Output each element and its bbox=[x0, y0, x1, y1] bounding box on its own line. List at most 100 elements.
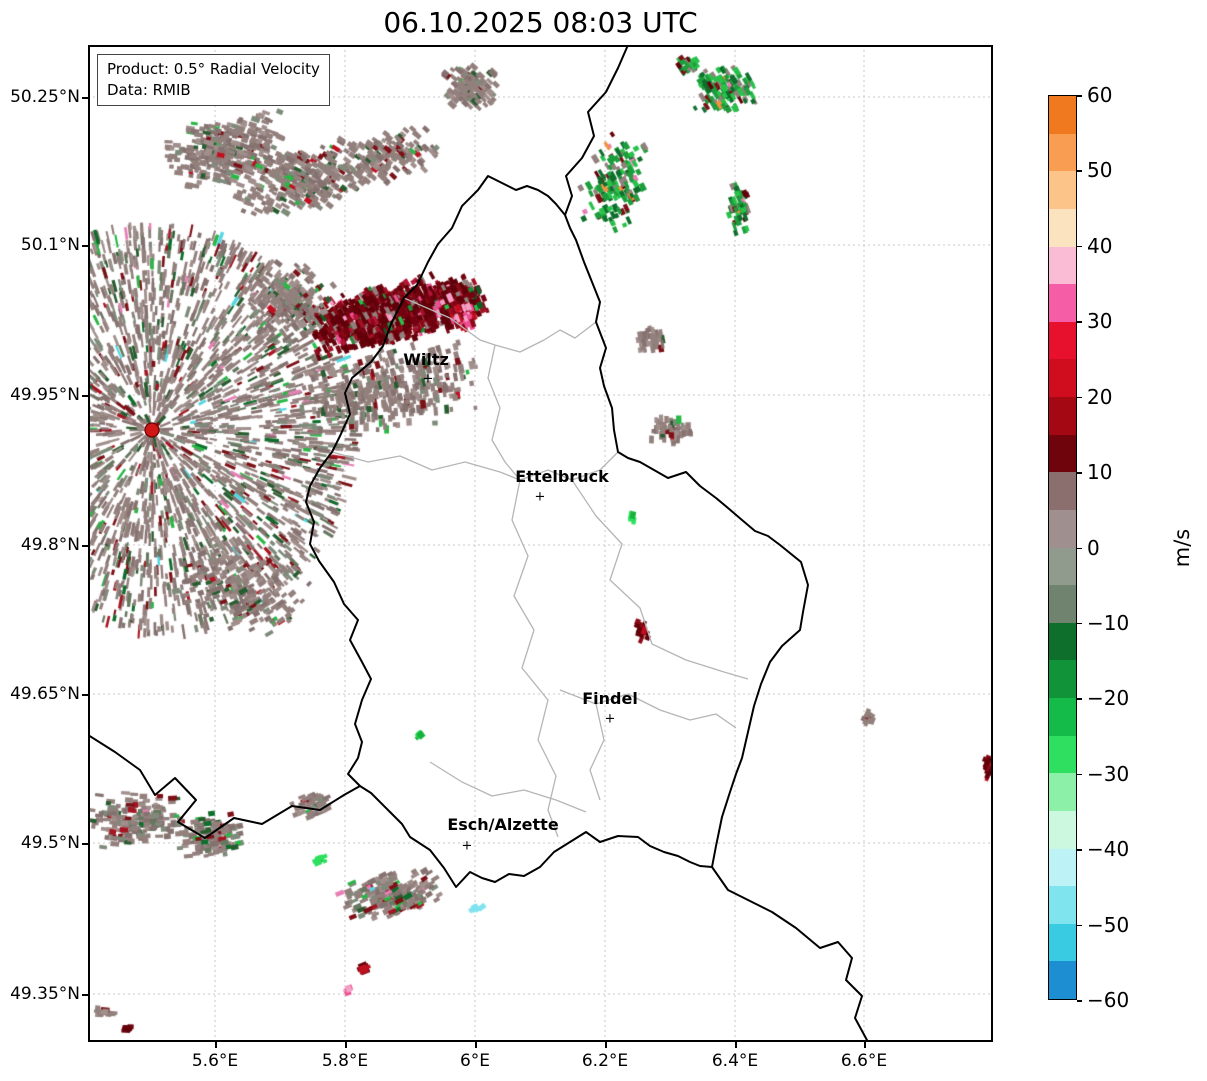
district-border bbox=[331, 451, 619, 481]
plot-frame bbox=[88, 45, 993, 1042]
colorbar-tick-label: 10 bbox=[1087, 460, 1113, 485]
colorbar-tick-mark bbox=[1077, 95, 1082, 97]
colorbar-segment bbox=[1049, 434, 1076, 473]
y-tick-mark bbox=[82, 97, 88, 99]
colorbar-segment bbox=[1049, 886, 1076, 924]
data-source-line: Data: RMIB bbox=[107, 81, 191, 99]
colorbar-segment bbox=[1049, 397, 1076, 435]
borders-layer bbox=[88, 45, 993, 1042]
colorbar-tick-label: 0 bbox=[1087, 535, 1100, 560]
y-tick-label: 49.35°N bbox=[10, 984, 80, 1004]
colorbar-segment bbox=[1049, 810, 1076, 849]
x-tick-mark bbox=[864, 1042, 866, 1048]
belgium-germany-border bbox=[564, 45, 629, 216]
district-border bbox=[589, 703, 605, 801]
x-tick-label: 6.2°E bbox=[581, 1051, 629, 1071]
colorbar-units-label: m/s bbox=[1170, 528, 1194, 568]
y-tick-mark bbox=[82, 245, 88, 247]
x-tick-label: 6°E bbox=[459, 1051, 491, 1071]
x-tick-mark bbox=[215, 1042, 217, 1048]
y-tick-label: 50.25°N bbox=[10, 87, 80, 107]
colorbar-tick-mark bbox=[1077, 245, 1082, 248]
colorbar-tick-label: −40 bbox=[1087, 837, 1130, 862]
y-tick-label: 49.95°N bbox=[10, 385, 80, 405]
colorbar-tick-label: −60 bbox=[1087, 988, 1130, 1012]
colorbar-segment bbox=[1049, 923, 1076, 962]
colorbar-segment bbox=[1049, 133, 1076, 172]
colorbar-tick-mark bbox=[1077, 321, 1082, 323]
map-plot-area: Product: 0.5° Radial Velocity Data: RMIB… bbox=[88, 45, 993, 1042]
colorbar-segment bbox=[1049, 698, 1076, 736]
product-line: Product: 0.5° Radial Velocity bbox=[107, 60, 320, 78]
x-tick-label: 5.8°E bbox=[321, 1051, 369, 1071]
y-tick-label: 50.1°N bbox=[20, 235, 80, 255]
colorbar-segment bbox=[1049, 171, 1076, 209]
city-marker: + bbox=[534, 489, 546, 505]
x-tick-mark bbox=[735, 1042, 737, 1048]
x-tick-mark bbox=[345, 1042, 347, 1048]
y-tick-mark bbox=[82, 395, 88, 397]
colorbar-tick-mark bbox=[1077, 773, 1082, 776]
colorbar-segment bbox=[1049, 622, 1076, 661]
x-tick-mark bbox=[605, 1042, 607, 1048]
colorbar-segment bbox=[1049, 321, 1076, 360]
product-info-box: Product: 0.5° Radial Velocity Data: RMIB bbox=[97, 54, 330, 106]
city-marker: + bbox=[422, 371, 434, 387]
colorbar-segment bbox=[1049, 660, 1076, 698]
city-label: Esch/Alzette bbox=[447, 815, 559, 834]
district-border bbox=[511, 479, 559, 838]
colorbar-tick-label: 20 bbox=[1087, 384, 1113, 409]
y-tick-label: 49.8°N bbox=[20, 535, 80, 555]
colorbar-tick-label: −30 bbox=[1087, 761, 1130, 786]
y-tick-label: 49.65°N bbox=[10, 684, 80, 704]
colorbar-segment bbox=[1049, 773, 1076, 811]
x-tick-label: 5.6°E bbox=[191, 1051, 239, 1071]
city-marker: + bbox=[604, 711, 616, 727]
x-tick-label: 6.6°E bbox=[840, 1051, 888, 1071]
colorbar-tick-label: 50 bbox=[1087, 158, 1113, 183]
luxembourg-outline bbox=[305, 175, 809, 888]
colorbar-segment bbox=[1049, 472, 1076, 510]
belgium-france-border bbox=[88, 734, 361, 839]
colorbar-segment bbox=[1049, 96, 1076, 134]
y-tick-mark bbox=[82, 545, 88, 547]
district-border bbox=[403, 297, 597, 353]
colorbar-tick-mark bbox=[1077, 924, 1082, 927]
y-tick-label: 49.5°N bbox=[20, 833, 80, 853]
colorbar-tick-mark bbox=[1077, 170, 1082, 172]
colorbar-tick-mark bbox=[1077, 396, 1082, 399]
city-label: Ettelbruck bbox=[515, 467, 609, 486]
colorbar-tick-mark bbox=[1077, 622, 1082, 625]
france-germany-border bbox=[711, 866, 869, 1042]
y-tick-mark bbox=[82, 994, 88, 996]
colorbar-segment bbox=[1049, 509, 1076, 548]
district-border bbox=[571, 479, 749, 680]
colorbar-segment bbox=[1049, 961, 1076, 999]
colorbar-segment bbox=[1049, 208, 1076, 247]
radar-velocity-image bbox=[88, 45, 993, 1042]
colorbar-tick-label: −20 bbox=[1087, 686, 1130, 711]
radar-site-marker bbox=[144, 422, 160, 438]
colorbar-tick-label: 60 bbox=[1087, 83, 1113, 107]
colorbar-segment bbox=[1049, 848, 1076, 887]
colorbar-tick-label: 40 bbox=[1087, 233, 1113, 258]
colorbar-segment bbox=[1049, 735, 1076, 774]
city-marker: + bbox=[461, 838, 473, 854]
colorbar-tick-mark bbox=[1077, 698, 1082, 700]
colorbar bbox=[1048, 95, 1077, 1000]
x-tick-label: 6.4°E bbox=[711, 1051, 759, 1071]
district-border bbox=[487, 344, 521, 481]
colorbar-tick-mark bbox=[1077, 472, 1082, 474]
x-tick-mark bbox=[475, 1042, 477, 1048]
colorbar-segment bbox=[1049, 585, 1076, 623]
colorbar-segment bbox=[1049, 359, 1076, 397]
colorbar-tick-mark bbox=[1077, 849, 1082, 851]
city-label: Wiltz bbox=[403, 350, 449, 369]
colorbar-tick-mark bbox=[1077, 1000, 1082, 1002]
colorbar-tick-label: −10 bbox=[1087, 610, 1130, 635]
colorbar-segment bbox=[1049, 284, 1076, 322]
colorbar-segment bbox=[1049, 547, 1076, 586]
colorbar-tick-label: −50 bbox=[1087, 912, 1130, 937]
y-tick-mark bbox=[82, 843, 88, 845]
